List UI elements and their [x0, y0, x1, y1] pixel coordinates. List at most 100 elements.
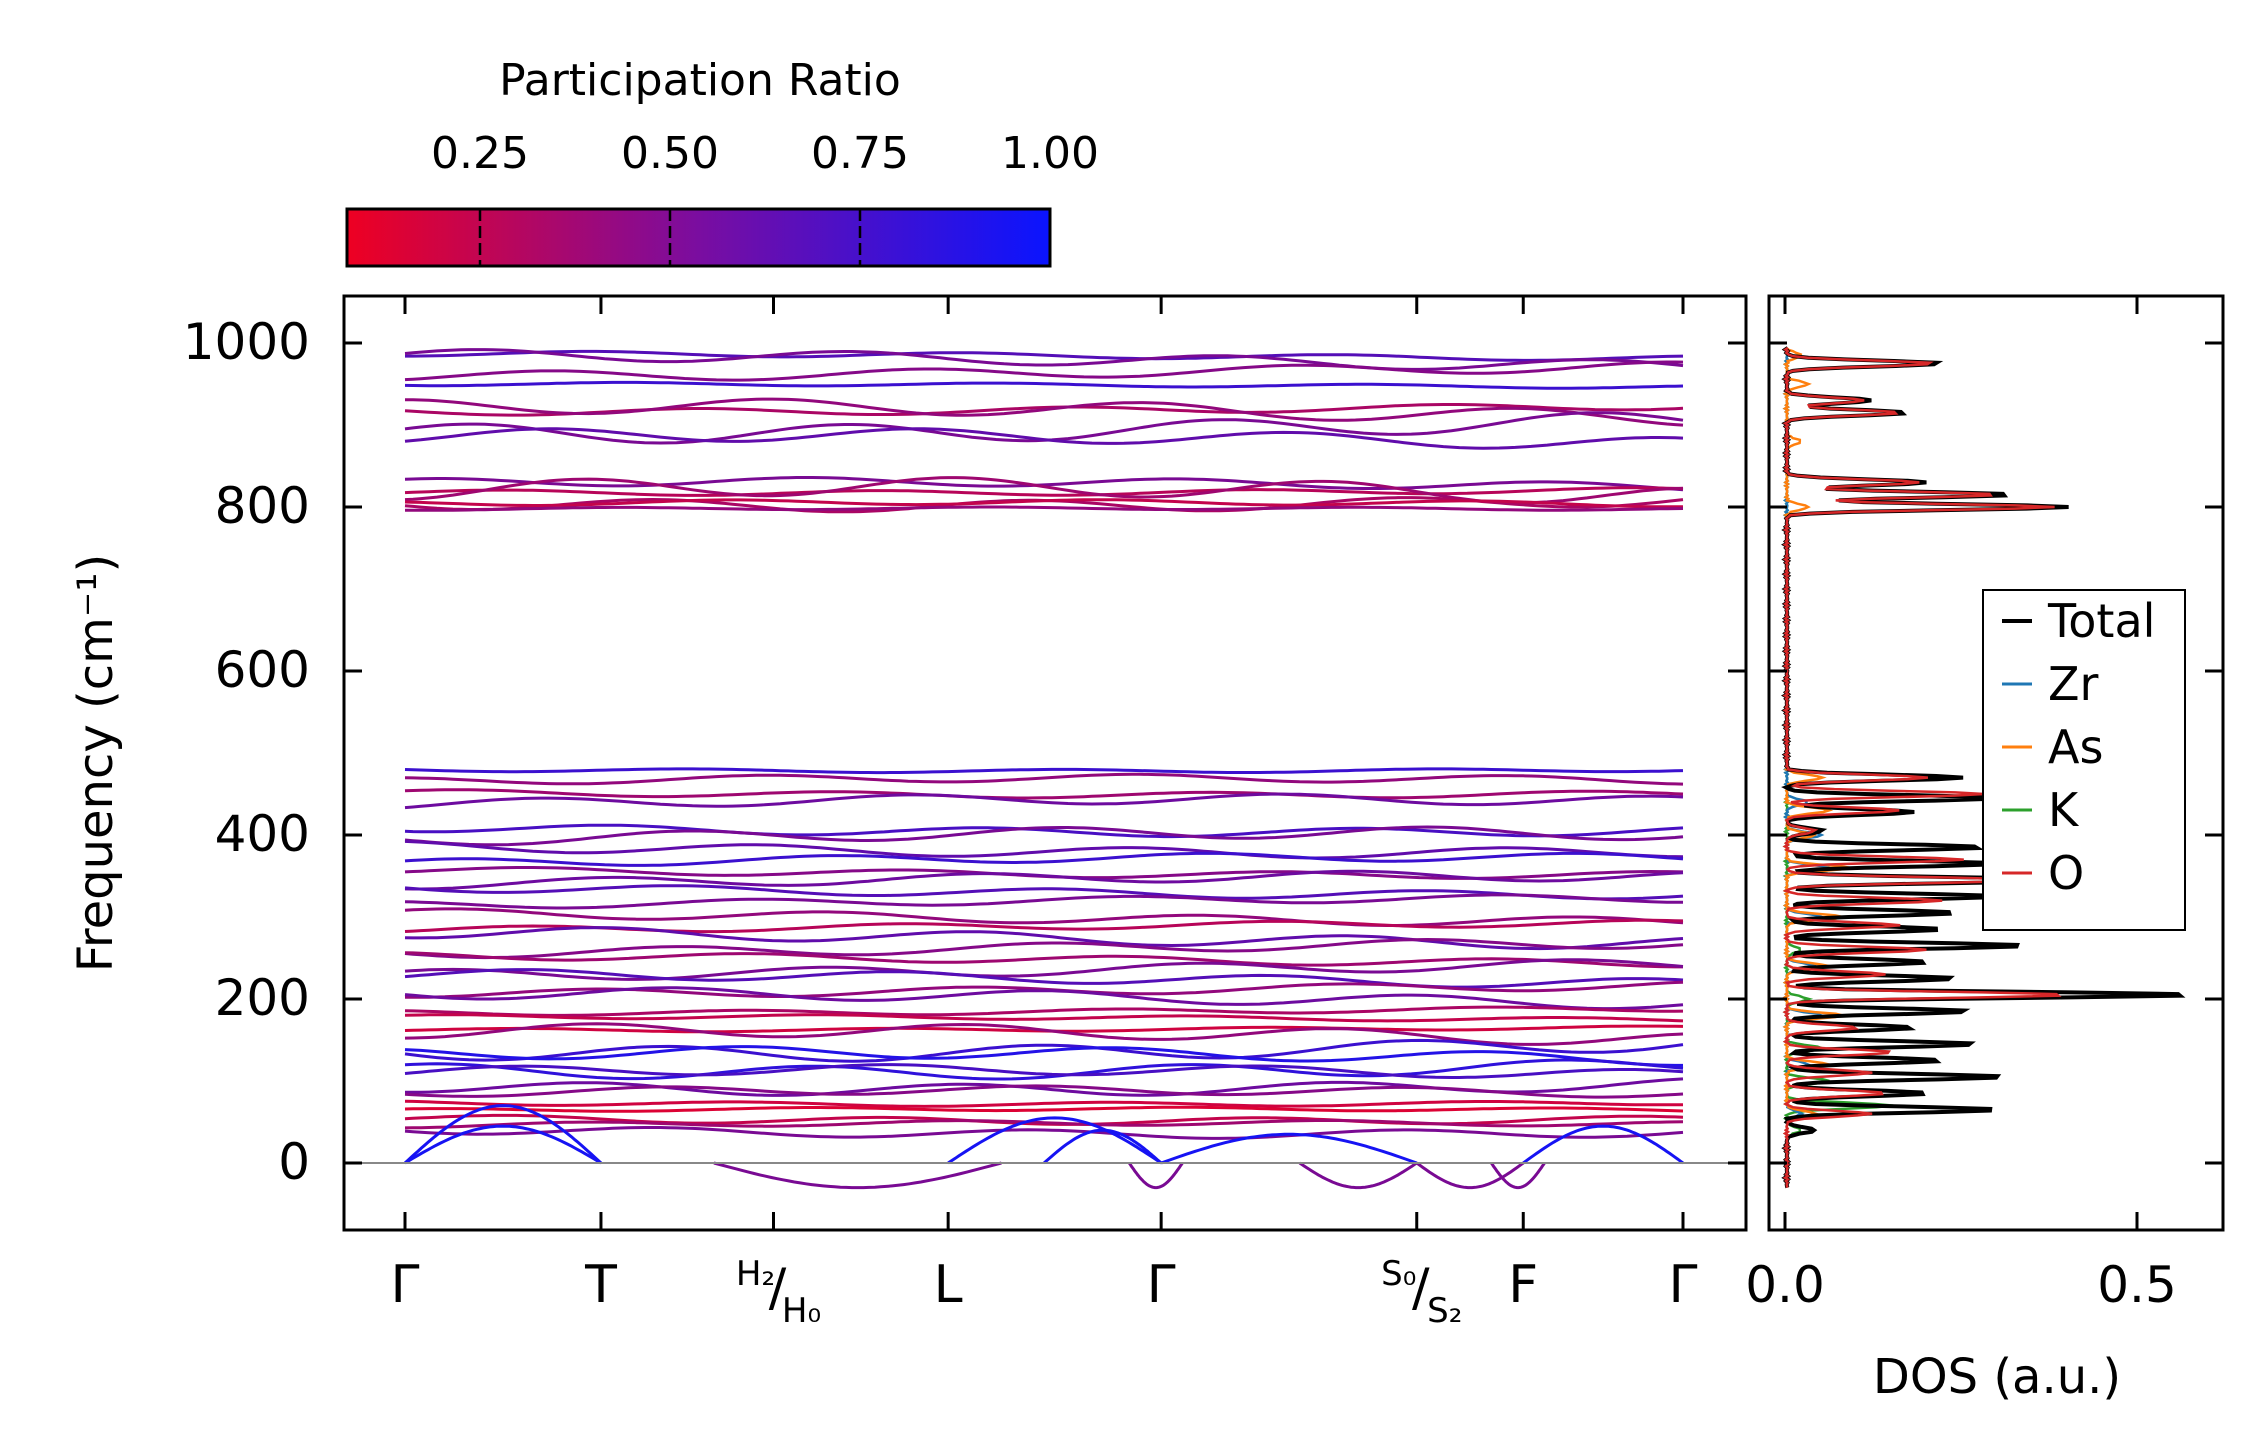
band-line — [404, 1022, 1684, 1046]
band-line — [404, 825, 1684, 847]
colorbar-tick-label: 0.25 — [431, 128, 529, 179]
colorbar-tick-labels: 0.25 0.50 0.75 1.00 — [431, 128, 1099, 179]
dos-frame — [1767, 294, 2225, 1232]
band-line — [404, 772, 1684, 786]
band-line — [404, 1058, 1684, 1081]
y-tick-label: 0 — [278, 1133, 310, 1191]
dos-lines — [1780, 346, 2186, 1189]
kpoint-label: Γ — [391, 1255, 420, 1315]
kpoint-label-bottom: H₀ — [782, 1291, 821, 1331]
kpoint-label: F — [1508, 1255, 1538, 1315]
band-line — [404, 476, 1684, 492]
acoustic-branch — [404, 1124, 602, 1165]
band-line — [404, 380, 1684, 390]
kpoint-label-top: H₂ — [736, 1254, 775, 1294]
kpoint-label: Γ — [1147, 1255, 1176, 1315]
band-line — [404, 937, 1684, 960]
band-line — [404, 851, 1684, 867]
band-line — [404, 1063, 1684, 1079]
band-line — [404, 1013, 1684, 1023]
band-line — [404, 893, 1683, 910]
acoustic-branch — [1043, 1128, 1163, 1165]
legend-label: O — [2048, 846, 2084, 900]
kpoint-label-bottom: S₂ — [1427, 1291, 1462, 1331]
legend-label: Zr — [2048, 657, 2099, 711]
dos-x-tick-label: 0.5 — [2097, 1256, 2177, 1314]
y-tick-label: 200 — [215, 969, 310, 1027]
dos-x-tick-label: 0.0 — [1745, 1256, 1825, 1314]
band-line — [404, 986, 1684, 1011]
band-line — [404, 360, 1684, 382]
band-line — [404, 823, 1684, 839]
band-line — [404, 869, 1684, 891]
dos-x-axis-label: DOS (a.u.) — [1873, 1349, 2121, 1405]
y-axis-label: Frequency (cm⁻¹) — [68, 554, 124, 972]
dispersion-frame — [342, 294, 1748, 1232]
band-line — [404, 1038, 1684, 1063]
legend-label: K — [2048, 783, 2080, 837]
acoustic-branch — [947, 1116, 1163, 1165]
dos-legend: Total Zr As KO — [1982, 589, 2186, 931]
dos-axis-ticks: 0.0 0.5 — [1745, 296, 2223, 1314]
band-line — [404, 1126, 1684, 1140]
acoustic-branch — [403, 1104, 603, 1165]
band-line — [404, 926, 1684, 951]
band-line — [404, 427, 1684, 450]
band-line — [404, 958, 1684, 981]
band-line — [404, 397, 1684, 427]
band-line — [404, 884, 1684, 901]
band-lines — [403, 348, 1684, 1190]
y-tick-label: 800 — [215, 477, 310, 535]
band-line — [404, 505, 1684, 512]
band-line — [404, 348, 1684, 371]
y-axis-ticks: 0 200 400 600 800 1000 — [183, 313, 1746, 1191]
soft-mode-branch — [1127, 1162, 1184, 1190]
band-line — [404, 1119, 1684, 1130]
colorbar-tick-label: 0.50 — [621, 128, 719, 179]
legend-label: Total — [2047, 594, 2155, 648]
band-line — [404, 951, 1683, 969]
band-line — [404, 1105, 1684, 1113]
band-line — [404, 839, 1684, 860]
band-line — [404, 907, 1684, 927]
colorbar-title: Participation Ratio — [499, 55, 901, 106]
soft-mode-branch — [713, 1161, 1002, 1190]
soft-mode-branch — [1490, 1162, 1546, 1190]
colorbar-ticks — [478, 209, 862, 266]
acoustic-branch — [1160, 1132, 1418, 1165]
soft-mode-branch — [1415, 1161, 1525, 1190]
band-line — [404, 767, 1684, 775]
kpoint-split-label: H₂/H₀ — [736, 1254, 821, 1331]
y-tick-label: 600 — [215, 641, 310, 699]
band-line — [404, 486, 1684, 497]
kpoint-slash: / — [769, 1258, 787, 1318]
band-line — [405, 349, 1684, 362]
kpoint-split-label: S₀/S₂ — [1381, 1254, 1462, 1331]
x-axis-ticks: Γ T H₂/H₀ L Γ S₀/S₂ F Γ — [391, 296, 1698, 1331]
colorbar: Participation Ratio 0.25 0.50 0.75 1.00 — [345, 55, 1099, 268]
band-line — [404, 1045, 1683, 1067]
colorbar-tick-label: 1.00 — [1001, 128, 1099, 179]
soft-mode-branch — [1298, 1161, 1418, 1190]
band-line — [404, 498, 1684, 509]
legend-label: As — [2048, 720, 2103, 774]
band-line — [404, 792, 1684, 810]
dos-series-o — [1782, 346, 2062, 1188]
band-line — [404, 1084, 1684, 1099]
y-tick-label: 1000 — [183, 313, 310, 371]
band-line — [404, 1005, 1684, 1017]
kpoint-label: L — [934, 1255, 963, 1315]
colorbar-tick-label: 0.75 — [811, 128, 909, 179]
colorbar-gradient — [345, 207, 1052, 268]
y-tick-label: 400 — [215, 805, 310, 863]
kpoint-slash: / — [1412, 1258, 1430, 1318]
kpoint-label-top: S₀ — [1381, 1254, 1416, 1294]
dos-panel: 0.0 0.5 DOS (a.u.) Total Zr As KO — [1745, 294, 2225, 1405]
band-line — [404, 968, 1684, 989]
band-line — [404, 788, 1684, 800]
kpoint-label: Γ — [1669, 1255, 1698, 1315]
acoustic-branch — [1522, 1124, 1684, 1165]
kpoint-label: T — [584, 1255, 617, 1315]
